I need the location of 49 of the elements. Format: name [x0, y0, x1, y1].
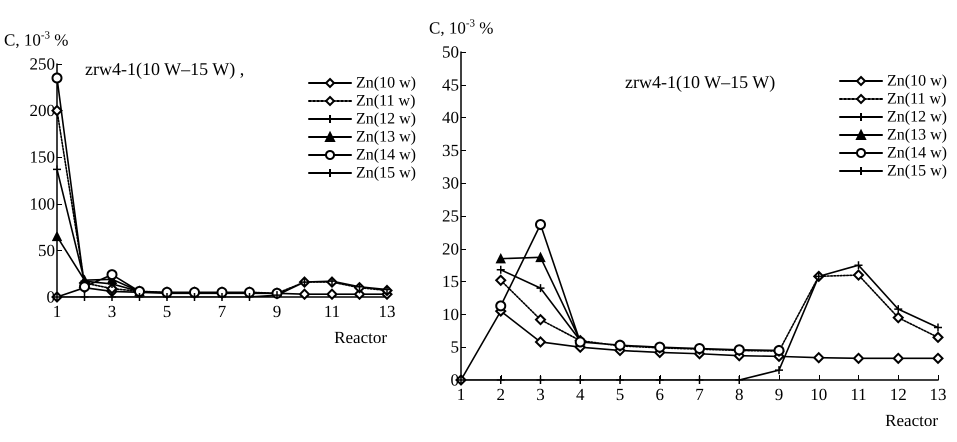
legend-label: Zn(15 w): [356, 164, 416, 182]
y-tick-label: 20: [442, 239, 459, 258]
y-tick-label: 5: [450, 338, 459, 357]
y-tick-label: 250: [30, 54, 55, 74]
x-tick-label: 5: [162, 302, 172, 321]
y-tick-label: 30: [442, 174, 459, 193]
x-tick-label: 10: [810, 385, 828, 404]
y-tick-label: 35: [442, 140, 459, 160]
x-tick-label: 9: [774, 385, 784, 404]
x-tick-label: 5: [616, 385, 624, 404]
legend-label: Zn(13 w): [356, 128, 416, 146]
x-tick-label: 13: [930, 385, 946, 404]
x-tick-label: 4: [576, 385, 585, 404]
x-tick-label: 7: [218, 302, 227, 321]
y-tick-label: 15: [442, 272, 459, 292]
legend-label: Zn(10 w): [887, 72, 947, 90]
legend-label: Zn(14 w): [356, 146, 416, 164]
text: zrw4-1(10 W–15 W): [625, 72, 776, 92]
x-tick-label: 13: [378, 302, 396, 321]
x-tick-label: 9: [272, 302, 282, 321]
legend-label: Zn(14 w): [887, 144, 947, 162]
x-axis-title: Reactor: [885, 411, 938, 430]
chart-title: zrw4-1(10 W–15 W) ,: [85, 59, 244, 79]
y-tick-label: 45: [442, 75, 459, 94]
x-tick-label: 3: [536, 385, 545, 404]
x-tick-label: 6: [656, 385, 664, 404]
x-axis-title: Reactor: [334, 328, 388, 347]
legend-label: Zn(13 w): [887, 126, 947, 144]
x-tick-label: 7: [695, 385, 704, 404]
legend-label: Zn(10 w): [356, 74, 416, 92]
legend-label: Zn(11 w): [356, 92, 416, 110]
x-tick-label: 2: [496, 385, 505, 404]
x-tick-label: 1: [52, 302, 62, 321]
legend-label: Zn(12 w): [887, 108, 947, 126]
legend-label: Zn(15 w): [887, 162, 947, 180]
x-tick-label: 8: [735, 385, 744, 404]
y-tick-label: 25: [442, 206, 459, 226]
y-tick-label: 100: [30, 194, 55, 214]
legend-label: Zn(11 w): [887, 90, 946, 108]
y-tick-label: 50: [38, 240, 55, 260]
x-tick-label: 1: [456, 385, 466, 404]
x-tick-label: 11: [850, 385, 867, 404]
y-tick-label: 50: [442, 42, 459, 62]
y-tick-label: 150: [30, 148, 55, 167]
legend-label: Zn(12 w): [356, 110, 416, 128]
y-tick-label: 40: [442, 108, 459, 128]
x-tick-label: 12: [890, 385, 907, 404]
x-tick-label: 11: [324, 302, 340, 321]
x-tick-label: 3: [108, 302, 116, 321]
